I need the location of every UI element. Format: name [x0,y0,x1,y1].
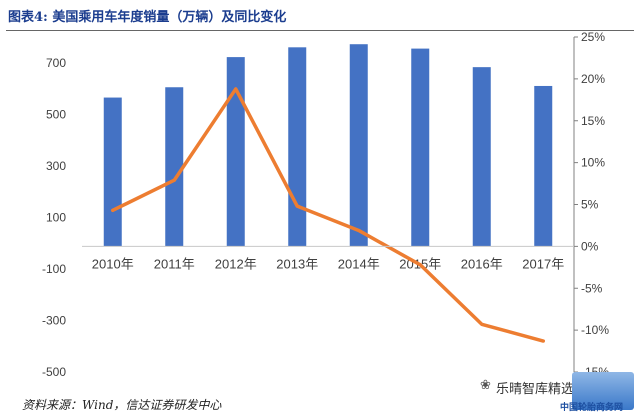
category-label: 2012年 [215,256,257,271]
line-point-2017年 [541,339,545,343]
category-label: 2017年 [522,256,564,271]
right-tick-label: 0% [581,239,599,253]
right-tick-label: -10% [581,323,609,337]
line-point-2013年 [295,204,299,208]
category-label: 2011年 [154,256,195,271]
bar-2014年 [349,44,368,247]
line-point-2015年 [418,263,422,267]
right-tick-label: 10% [581,156,605,170]
left-tick-label: -500 [42,365,66,379]
right-tick-label: 20% [581,72,605,86]
chart-title: 图表4: 美国乘用车年度销量（万辆）及同比变化 [8,10,287,25]
bar-2011年 [165,87,184,247]
category-label: 2013年 [276,256,318,271]
source-note: 资料来源：Wind，信达证券研发中心 [22,398,222,412]
logo-text: 中国轮胎商务网 [560,403,624,413]
bar-line-chart: 700 500 300 100 -100 -300 -500 25% 20% 15% 10% 5% 0… [42,30,609,379]
logo-icon [572,372,634,410]
category-label: 2010年 [92,256,134,271]
line-point-2012年 [234,87,238,91]
bar-2016年 [472,67,491,247]
right-tick-label: 15% [581,114,605,128]
line-point-2016年 [480,322,484,326]
left-tick-label: 100 [46,210,66,224]
category-label: 2016年 [461,256,503,271]
left-tick-label: 700 [46,56,66,70]
watermark-text: 乐晴智库精选 [496,382,575,397]
line-point-2011年 [172,178,176,182]
right-tick-label: -5% [581,281,603,295]
line-point-2014年 [357,228,361,232]
left-tick-label: 300 [46,159,66,173]
bar-2013年 [288,47,307,247]
bar-2017年 [534,85,553,247]
yoy-change-line [111,87,545,343]
bar-2015年 [411,48,430,247]
bar-2010年 [103,97,122,247]
left-tick-label: -300 [42,313,66,327]
right-tick-label: 25% [581,30,605,44]
left-tick-label: 500 [46,107,66,121]
category-label: 2014年 [338,256,380,271]
bar-2012年 [226,57,245,247]
left-tick-label: -100 [42,262,66,276]
right-tick-label: 5% [581,198,599,212]
line-point-2010年 [111,208,115,212]
wechat-icon: ❀ [480,378,491,393]
title-divider [6,30,634,31]
